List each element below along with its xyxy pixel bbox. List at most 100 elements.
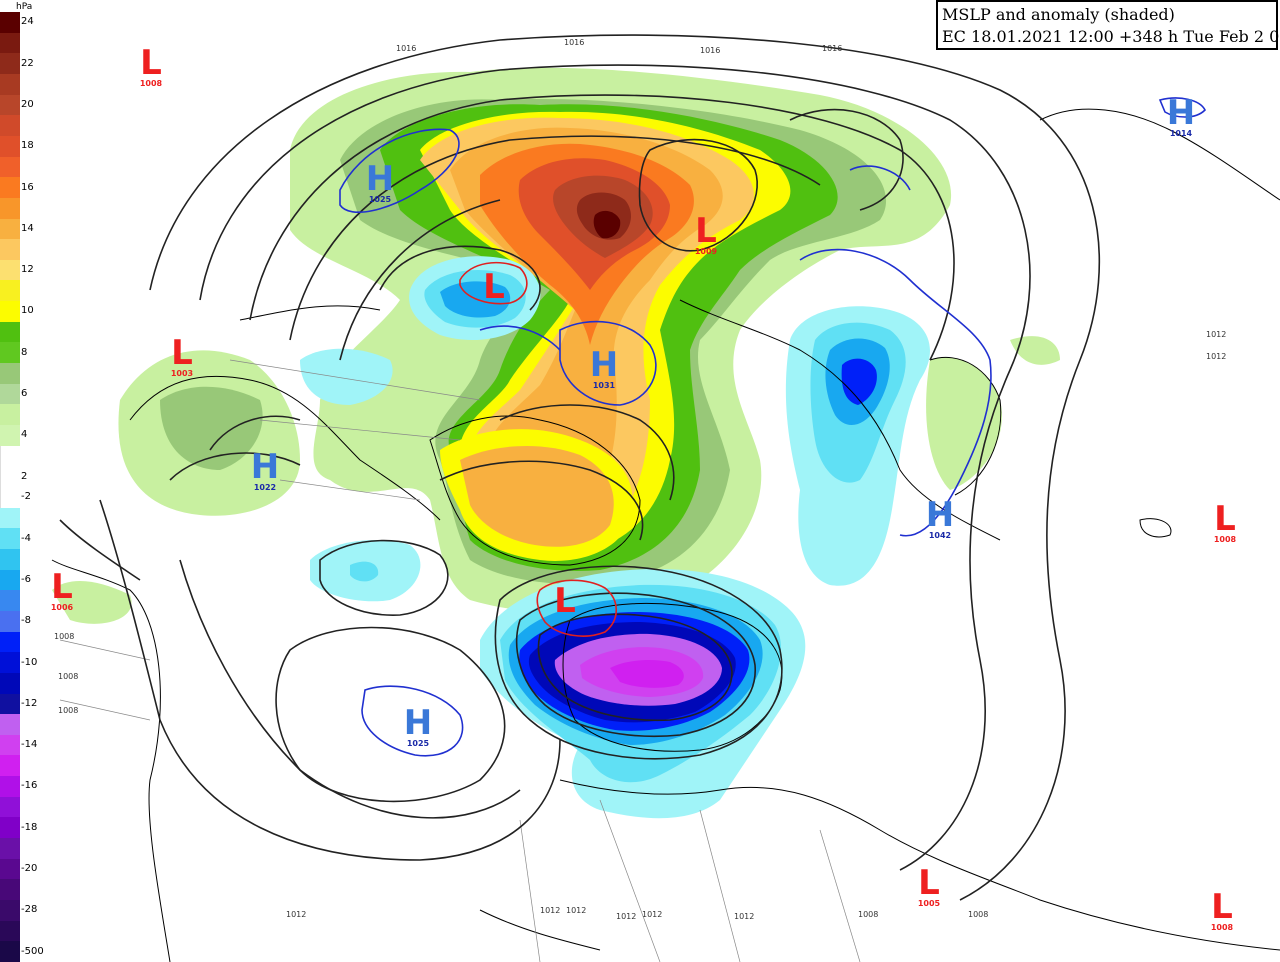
legend-swatch (0, 404, 20, 426)
isobar-label: 1012 (566, 906, 587, 915)
low-pressure-marker: L 1003 (164, 336, 200, 378)
title-line-2: EC 18.01.2021 12:00 +348 h Tue Feb 2 00h… (942, 27, 1280, 46)
positive-anomaly-shading (52, 67, 1060, 624)
high-symbol: H (250, 447, 280, 487)
low-contours (459, 261, 618, 637)
pressure-value: 1008 (1213, 535, 1237, 544)
legend-swatch (0, 528, 20, 550)
pressure-value: 1003 (170, 369, 194, 378)
high-pressure-marker: H 1022 (247, 450, 283, 492)
isobar-label: 1012 (616, 912, 637, 921)
isobar-label: 1008 (58, 706, 79, 715)
pressure-value: 1006 (50, 603, 74, 612)
isobar-label: 1012 (1206, 352, 1227, 361)
high-symbol: H (1166, 93, 1196, 133)
legend-tick-label: 16 (21, 181, 34, 193)
legend-tick-label: -6 (21, 573, 31, 585)
high-pressure-marker: H 1014 (1163, 96, 1199, 138)
legend-swatch (0, 445, 21, 467)
low-pressure-marker: L (476, 270, 512, 304)
borders (59, 359, 861, 962)
legend-swatch (0, 239, 20, 261)
legend-swatch (0, 487, 21, 509)
legend-swatch (0, 796, 20, 818)
legend-tick-label: -12 (21, 697, 38, 709)
legend-tick-label: -14 (21, 739, 38, 751)
isobar-label: 1012 (734, 912, 755, 921)
legend-swatch (0, 197, 20, 219)
legend-tick-label: -10 (21, 656, 38, 668)
isobar-label: 1016 (822, 44, 843, 53)
title-line-1: MSLP and anomaly (shaded) (942, 5, 1175, 24)
legend-swatch (0, 342, 20, 364)
legend-tick-label: 2 (21, 470, 28, 482)
pressure-value: 1031 (592, 381, 616, 390)
pressure-value: 1025 (406, 739, 430, 748)
isobar-label: 1012 (1206, 330, 1227, 339)
legend-tick-label: -4 (21, 532, 31, 544)
legend-swatch (0, 693, 20, 715)
legend-swatch (0, 259, 20, 281)
legend-tick-label: 24 (21, 16, 34, 28)
legend-swatch (0, 610, 20, 633)
low-symbol: L (483, 267, 505, 307)
legend-swatch (0, 466, 21, 488)
legend-unit: hPa (16, 2, 33, 12)
legend-swatch (0, 879, 20, 901)
low-symbol: L (918, 863, 940, 903)
legend-tick-label: -16 (21, 780, 38, 792)
high-contours (339, 97, 1206, 757)
pressure-value: 1008 (139, 79, 163, 88)
isobar-label: 1008 (968, 910, 989, 919)
isobar-label: 1016 (700, 46, 721, 55)
pressure-value: 1008 (1210, 923, 1234, 932)
high-pressure-marker: H 1042 (922, 498, 958, 540)
isobar-label: 1008 (58, 672, 79, 681)
pressure-value: 1025 (368, 195, 392, 204)
legend-swatch (0, 714, 20, 736)
isobar-label: 1012 (540, 906, 561, 915)
legend-tick-label: 4 (21, 429, 28, 441)
high-symbol: H (403, 703, 433, 743)
legend-swatch (0, 135, 20, 158)
legend-tick-label: -8 (21, 615, 31, 627)
legend-tick-label: 6 (21, 388, 28, 400)
low-pressure-marker: L 1006 (44, 570, 80, 612)
legend-swatch (0, 321, 20, 343)
low-symbol: L (695, 211, 717, 251)
legend-swatch (0, 734, 20, 756)
legend-swatch (0, 280, 20, 302)
legend-swatch (0, 32, 20, 54)
legend-swatch (0, 920, 20, 942)
anomaly-legend: hPa 24 22 20 18 16 14 12 10 8 6 4 2 -2 -4 -6 -8 -10 -12 -1… (0, 0, 50, 962)
low-pressure-marker: L 1008 (1207, 502, 1243, 544)
pressure-value: 1009 (694, 247, 718, 256)
high-symbol: H (925, 495, 955, 535)
legend-tick-label: -28 (21, 904, 38, 916)
legend-swatch (0, 858, 20, 880)
legend-swatch (0, 177, 20, 199)
low-pressure-marker: L 1008 (1204, 890, 1240, 932)
pressure-value: 1014 (1169, 129, 1193, 138)
low-pressure-marker: L 1008 (133, 46, 169, 88)
legend-swatch (0, 817, 20, 839)
low-symbol: L (140, 43, 162, 83)
high-symbol: H (589, 345, 619, 385)
legend-tick-label: -2 (21, 491, 31, 503)
isobar-label: 1016 (396, 44, 417, 53)
legend-swatch (0, 363, 20, 385)
isobars (59, 34, 1101, 901)
low-pressure-marker: L 1005 (911, 866, 947, 908)
legend-swatch (0, 12, 20, 34)
legend-swatch (0, 94, 20, 116)
isobar-label: 1012 (642, 910, 663, 919)
legend-swatch (0, 590, 20, 612)
legend-swatch (0, 115, 20, 137)
pressure-value: 1022 (253, 483, 277, 492)
isobar-label: 1008 (858, 910, 879, 919)
legend-swatch (0, 507, 20, 529)
pressure-value: 1042 (928, 531, 952, 540)
legend-tick-label: 10 (21, 305, 34, 317)
low-pressure-marker: L (547, 584, 583, 618)
